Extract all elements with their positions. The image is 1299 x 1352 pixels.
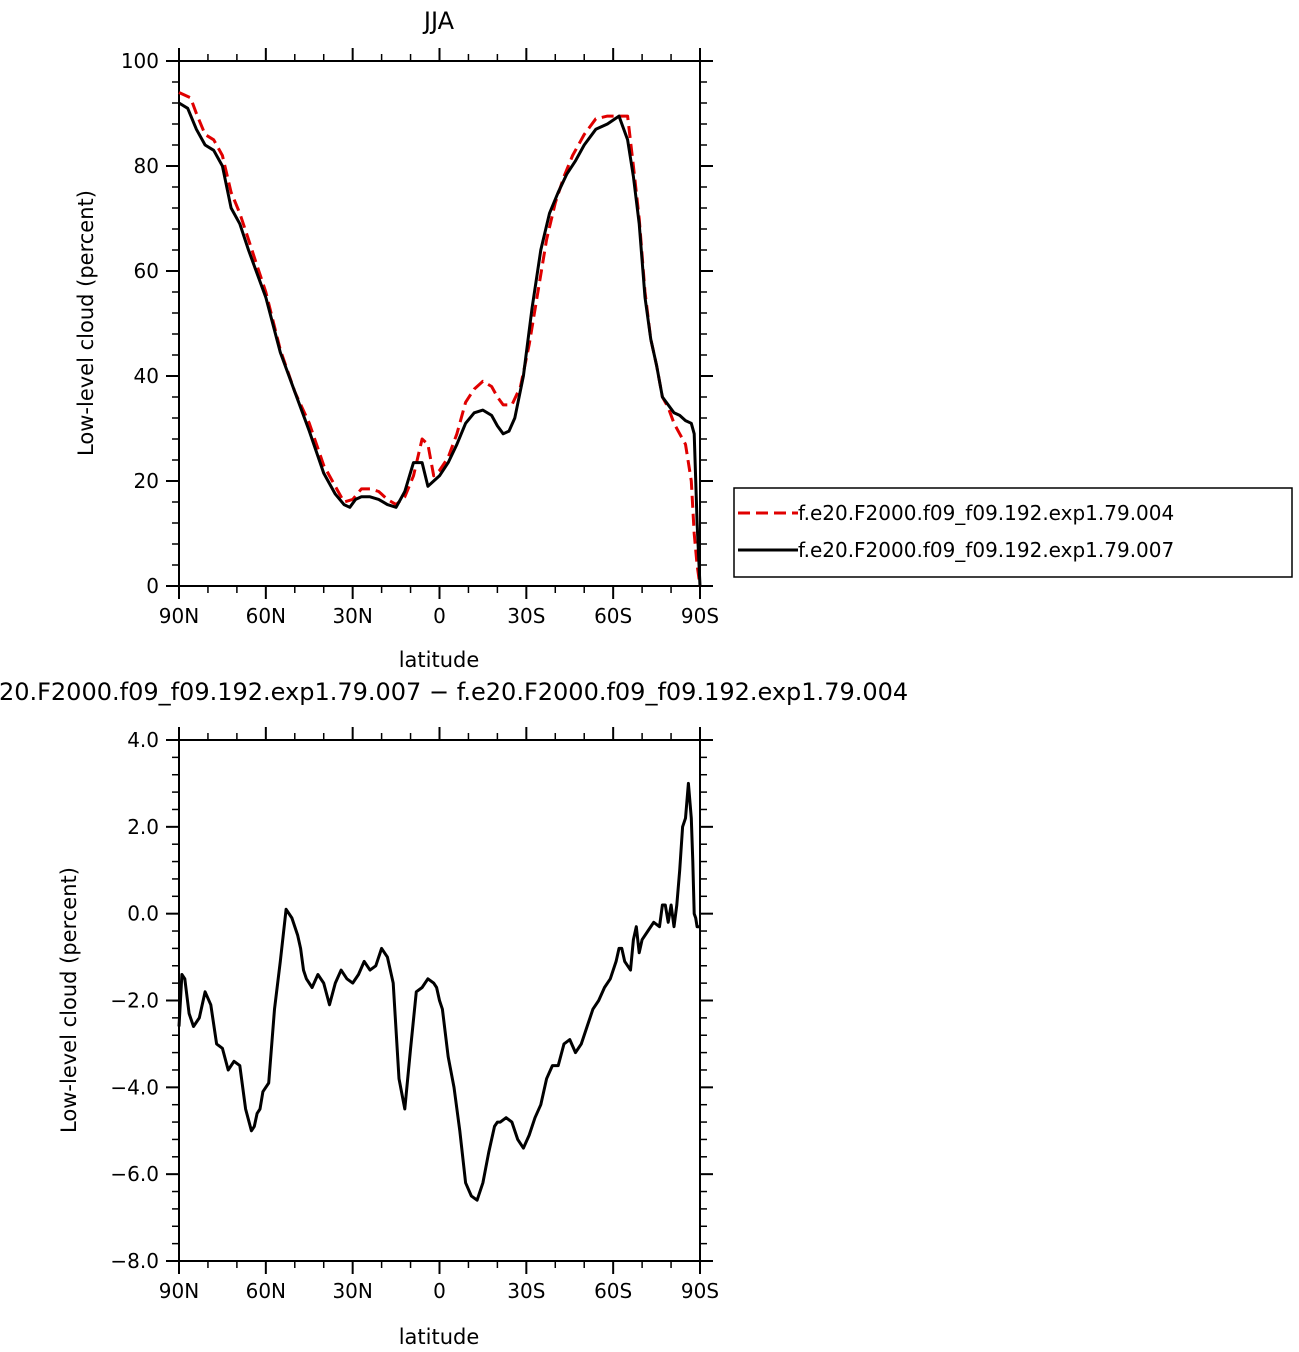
bottom-chart-x-tick-label: 30S <box>507 1279 545 1303</box>
top-chart-x-tick-label: 60S <box>594 604 632 628</box>
top-chart-x-tick-label: 90S <box>681 604 719 628</box>
top-chart-y-tick-label: 40 <box>134 364 159 388</box>
top-chart-title: JJA <box>422 7 455 35</box>
bottom-chart-x-tick-label: 0 <box>433 1279 446 1303</box>
top-chart-x-tick-label: 0 <box>433 604 446 628</box>
top-chart-x-tick-label: 90N <box>159 604 199 628</box>
top-chart-x-axis-label: latitude <box>399 648 480 672</box>
top-chart-series <box>178 91 702 587</box>
bottom-chart-y-axis-label: Low-level cloud (percent) <box>57 867 81 1133</box>
bottom-chart-x-tick-label: 60N <box>246 1279 286 1303</box>
top-chart-series-line-2 <box>178 101 702 587</box>
bottom-chart: f.e20.F2000.f09_f09.192.exp1.79.007 − f.… <box>0 678 908 1349</box>
top-chart-y-tick-label: 60 <box>134 259 159 283</box>
bottom-chart-series <box>177 781 700 1202</box>
top-chart-y-tick-label: 100 <box>121 49 159 73</box>
bottom-chart-y-tick-label: 2.0 <box>127 815 159 839</box>
bottom-chart-title: f.e20.F2000.f09_f09.192.exp1.79.007 − f.… <box>0 678 908 706</box>
bottom-chart-x-tick-label: 60S <box>594 1279 632 1303</box>
bottom-chart-x-tick-label: 90S <box>681 1279 719 1303</box>
top-chart-axes: 90N 60N 30N 0 30S 60S 90S 0 20 40 60 80 100 <box>121 48 719 628</box>
legend: f.e20.F2000.f09_f09.192.exp1.79.004 f.e2… <box>733 487 1293 578</box>
bottom-chart-x-tick-label: 30N <box>332 1279 372 1303</box>
bottom-chart-x-tick-label: 90N <box>159 1279 199 1303</box>
top-chart-x-tick-label: 60N <box>246 604 286 628</box>
top-chart-y-tick-label: 0 <box>146 574 159 598</box>
bottom-chart-y-tick-label: −4.0 <box>110 1075 159 1099</box>
legend-box <box>733 487 1293 578</box>
top-chart-y-tick-label: 80 <box>134 154 159 178</box>
bottom-chart-y-tick-label: 0.0 <box>127 902 159 926</box>
legend-label-series-2: f.e20.F2000.f09_f09.192.exp1.79.007 <box>798 538 1174 562</box>
top-chart: JJA 90N 60N 30N 0 30S 60S 90S 0 20 40 60 80 100 lati… <box>74 7 719 672</box>
top-chart-series-line-1 <box>178 91 702 587</box>
legend-label-series-1: f.e20.F2000.f09_f09.192.exp1.79.004 <box>798 501 1174 525</box>
top-chart-y-tick-label: 20 <box>134 469 159 493</box>
top-chart-x-tick-label: 30S <box>507 604 545 628</box>
bottom-chart-y-tick-label: −6.0 <box>110 1162 159 1186</box>
top-chart-y-axis-label: Low-level cloud (percent) <box>74 190 98 456</box>
bottom-chart-x-axis-label: latitude <box>399 1325 480 1349</box>
bottom-chart-y-tick-label: 4.0 <box>127 728 159 752</box>
top-chart-plot-frame <box>178 60 701 587</box>
bottom-chart-y-tick-label: −8.0 <box>110 1249 159 1273</box>
bottom-chart-y-tick-label: −2.0 <box>110 989 159 1013</box>
top-chart-x-tick-label: 30N <box>332 604 372 628</box>
bottom-chart-series-line-1 <box>177 781 700 1202</box>
